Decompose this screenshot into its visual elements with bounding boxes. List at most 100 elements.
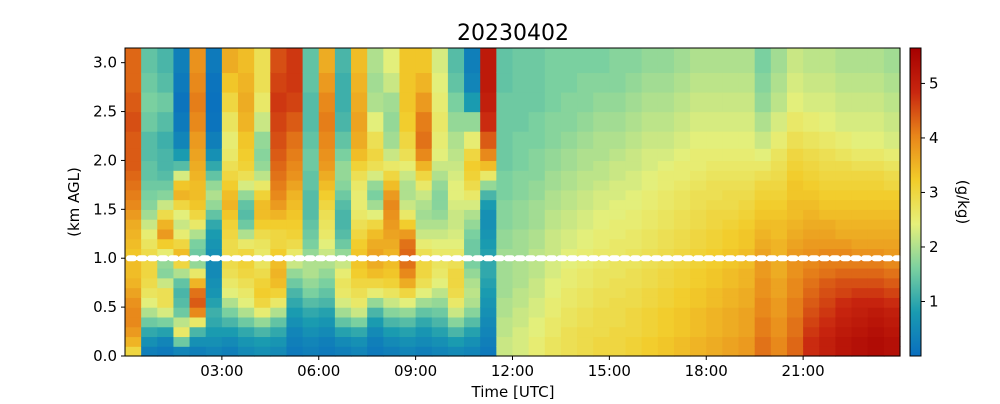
heatmap-cell [480,336,497,347]
heatmap-cell [770,72,788,93]
heatmap-cell [512,307,530,318]
heatmap-cell [286,238,304,250]
heatmap-cell [786,287,804,298]
heatmap-cell [157,268,175,279]
heatmap-cell [238,219,255,230]
heatmap-cell [609,189,627,201]
heatmap-cell [803,297,820,308]
heatmap-cell [464,160,481,171]
heatmap-cell [544,160,562,171]
heatmap-cell [254,111,271,132]
heatmap-cell [657,297,675,308]
heatmap-cell [383,111,401,132]
heatmap-cell [367,326,384,338]
heatmap-cell [770,111,788,132]
heatmap-cell [302,180,320,191]
heatmap-cell [334,48,352,74]
heatmap-cell [447,189,465,201]
heatmap-cell [351,238,368,250]
heatmap-cell [367,131,384,149]
heatmap-cell [819,48,837,74]
heatmap-cell [254,72,271,93]
heatmap-cell [415,346,433,357]
heatmap-cell [690,326,707,338]
heatmap-cell [835,219,853,230]
heatmap-cell [706,111,723,132]
heatmap-cell [383,346,401,357]
heatmap-cell [641,148,659,162]
heatmap-cell [851,148,869,162]
heatmap-cell [480,170,497,181]
heatmap-cell [738,180,756,191]
heatmap-cell [334,316,352,328]
heatmap-cell [803,268,820,279]
heatmap-cell [690,189,707,201]
heatmap-cell [786,180,804,191]
heatmap-cell [609,258,627,269]
heatmap-cell [125,209,142,220]
heatmap-cell [189,199,207,210]
heatmap-cell [125,326,142,338]
heatmap-cell [819,131,837,149]
heatmap-cell [318,209,336,220]
heatmap-cell [867,219,885,230]
heatmap-cell [835,336,853,347]
heatmap-cell [302,297,320,308]
heatmap-cell [738,209,756,220]
heatmap-cell [819,228,837,240]
heatmap-cell [464,219,481,230]
heatmap-cell [464,287,481,298]
heatmap-cell [560,326,578,338]
heatmap-cell [189,219,207,230]
x-tick-label: 12:00 [491,362,534,380]
heatmap-cell [318,307,336,318]
heatmap-cell [221,248,239,259]
heatmap-cell [447,219,465,230]
heatmap-cell [657,219,675,230]
heatmap-cell [851,209,869,220]
heatmap-cell [867,111,885,132]
heatmap-cell [270,307,288,318]
heatmap-cell [641,248,659,259]
heatmap-cell [835,297,853,308]
heatmap-cell [722,160,740,171]
heatmap-cell [851,180,869,191]
heatmap-cell [770,277,788,289]
heatmap-cell [270,48,288,74]
heatmap-cell [431,326,449,338]
heatmap-cell [867,209,885,220]
heatmap-cell [544,148,562,162]
heatmap-cell [706,238,723,250]
heatmap-cell [480,277,497,289]
heatmap-cell [609,111,627,132]
heatmap-cell [560,238,578,250]
heatmap-cell [157,72,175,93]
heatmap-cell [706,307,723,318]
heatmap-cell [738,170,756,181]
heatmap-cell [819,219,837,230]
heatmap-cell [867,180,885,191]
heatmap-cell [528,131,546,149]
heatmap-cell [625,258,643,269]
heatmap-cell [415,131,433,149]
heatmap-cell [770,287,788,298]
heatmap-cell [254,160,271,171]
heatmap-cell [835,131,853,149]
heatmap-cell [560,268,578,279]
heatmap-cell [625,48,643,74]
heatmap-cell [690,209,707,220]
heatmap-cell [480,160,497,171]
heatmap-cell [851,268,869,279]
heatmap-cell [883,297,901,308]
heatmap-cell [657,170,675,181]
heatmap-cell [480,287,497,298]
heatmap-cell [593,131,610,149]
heatmap-cell [722,268,740,279]
heatmap-cell [496,180,514,191]
heatmap-cell [544,277,562,289]
heatmap-cell [399,131,417,149]
heatmap-cell [157,209,175,220]
heatmap-cell [447,170,465,181]
heatmap-cell [173,277,191,289]
heatmap-cell [722,307,740,318]
